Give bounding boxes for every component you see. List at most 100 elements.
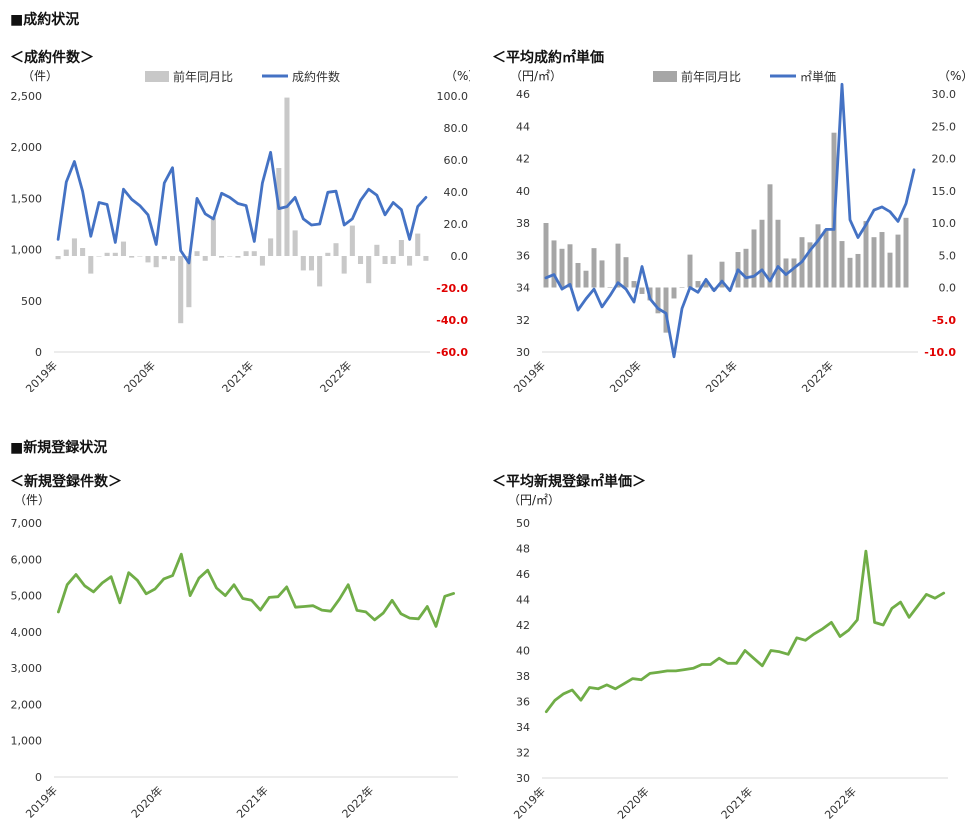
series-line: [57, 552, 456, 628]
y-axis-unit-left: （円/㎡）: [510, 69, 562, 83]
y-tick-label-left: 30: [516, 346, 530, 359]
y-tick-label-right: -20.0: [436, 282, 468, 295]
x-tick-label: 2022年: [799, 358, 836, 392]
yoy-bar: [679, 287, 685, 288]
x-tick-label: 2022年: [317, 358, 354, 392]
yoy-bar: [390, 256, 396, 264]
y-tick-label-left: 44: [516, 120, 530, 133]
yoy-bar: [871, 237, 877, 288]
legend-swatch-yoy: [653, 71, 677, 82]
y-axis-unit-right: （%）: [445, 69, 470, 83]
yoy-bar: [178, 256, 184, 324]
chart-new-listing-count: （件） 0 1,000 2,000 3,000 4,000 5,000 6,000 7,000 2…: [11, 493, 458, 821]
yoy-bar: [96, 256, 102, 257]
chart-title-new-listing-unit-price: ＜平均新規登録㎡単価＞: [492, 474, 646, 490]
y-tick-label-left: 36: [516, 249, 530, 262]
yoy-bar: [887, 252, 893, 288]
yoy-bar: [815, 224, 821, 288]
yoy-bar: [415, 233, 421, 256]
yoy-bar: [284, 97, 290, 256]
yoy-bar: [423, 256, 429, 261]
yoy-bar: [80, 248, 86, 256]
y-tick-label-left: 32: [516, 747, 530, 760]
y-tick-label-left: 3,000: [11, 662, 43, 675]
yoy-bar: [743, 248, 749, 288]
yoy-bar: [575, 262, 581, 288]
y-tick-label-left: 38: [516, 217, 530, 230]
chart-title-contract-unit-price: ＜平均成約㎡単価: [492, 50, 604, 66]
y-tick-label-right: 0.0: [939, 282, 957, 295]
yoy-bar: [333, 243, 339, 256]
yoy-bar: [325, 252, 331, 256]
y-tick-label-left: 36: [516, 696, 530, 709]
legend-swatch-yoy: [145, 71, 169, 82]
y-tick-label-left: 32: [516, 314, 530, 327]
y-axis-unit-left: （件）: [22, 69, 58, 83]
y-tick-label-left: 44: [516, 594, 530, 607]
y-tick-label-left: 30: [516, 772, 530, 785]
y-tick-label-right: 40.0: [444, 186, 469, 199]
y-tick-label-left: 1,500: [11, 192, 43, 205]
yoy-bar: [847, 257, 853, 288]
y-tick-label-left: 7,000: [11, 517, 43, 530]
y-tick-label-right: -60.0: [436, 346, 468, 359]
x-tick-label: 2019年: [511, 358, 548, 392]
yoy-bar: [879, 232, 885, 288]
yoy-bar: [615, 243, 621, 288]
yoy-bar: [567, 244, 573, 288]
x-tick-label: 2020年: [128, 783, 165, 820]
y-tick-label-left: 2,000: [11, 141, 43, 154]
yoy-bar: [268, 238, 274, 256]
yoy-bar: [583, 270, 589, 288]
yoy-bar: [235, 256, 241, 258]
yoy-bar: [382, 256, 388, 264]
yoy-bar: [219, 256, 225, 258]
y-tick-label-left: 34: [516, 282, 530, 295]
y-tick-label-right: 80.0: [444, 122, 469, 135]
yoy-bar: [655, 287, 661, 314]
x-tick-label: 2021年: [233, 783, 270, 820]
yoy-bar: [407, 256, 413, 266]
yoy-bar: [341, 256, 347, 274]
y-tick-label-right: 25.0: [932, 120, 957, 133]
y-tick-label-left: 500: [21, 295, 42, 308]
chart-new-listing-unit-price: （円/㎡） 30 32 34 36 38 40 42 44 46 48 50 2019年 2020年 202…: [508, 493, 948, 822]
x-tick-label: 2019年: [23, 358, 60, 392]
yoy-bar: [791, 258, 797, 288]
yoy-bar: [903, 217, 909, 288]
yoy-bar: [276, 168, 282, 256]
yoy-bar: [639, 287, 645, 294]
y-tick-label-left: 46: [516, 88, 530, 101]
yoy-bar: [623, 257, 629, 288]
yoy-bar: [210, 217, 216, 256]
y-axis-unit-right: （%）: [938, 69, 972, 83]
y-axis-unit-left: （円/㎡）: [508, 493, 560, 507]
yoy-bar: [357, 256, 364, 264]
series-line: [544, 82, 916, 359]
y-tick-label-left: 34: [516, 721, 530, 734]
yoy-bar: [145, 256, 151, 263]
yoy-bar: [607, 287, 613, 288]
y-tick-label-left: 0: [35, 346, 42, 359]
y-tick-label-right: -10.0: [924, 346, 956, 359]
yoy-bar: [663, 287, 669, 333]
yoy-bar: [308, 256, 315, 271]
section-title-contracts: ■成約状況: [10, 12, 80, 28]
y-tick-label-left: 42: [516, 619, 530, 632]
y-tick-label-left: 46: [516, 568, 530, 581]
yoy-bar: [703, 281, 709, 288]
chart-title-new-listing-count: ＜新規登録件数＞: [10, 474, 122, 490]
chart-contract-count: （件） （%） 0 500 1,000 1,500 2,000 2,500 -60.0 -40.0…: [11, 69, 471, 392]
y-tick-label-right: 5.0: [939, 249, 957, 262]
y-tick-label-right: 30.0: [932, 88, 957, 101]
yoy-bar: [671, 287, 677, 299]
y-tick-label-right: 20.0: [932, 153, 957, 166]
x-tick-label: 2021年: [219, 358, 256, 392]
yoy-bar: [366, 256, 372, 284]
y-tick-label-left: 42: [516, 153, 530, 166]
yoy-bar: [398, 240, 404, 256]
yoy-bar: [631, 281, 637, 288]
legend-label-line: ㎡単価: [800, 70, 836, 84]
y-tick-label-right: 0.0: [451, 250, 469, 263]
y-tick-label-left: 4,000: [11, 626, 43, 639]
